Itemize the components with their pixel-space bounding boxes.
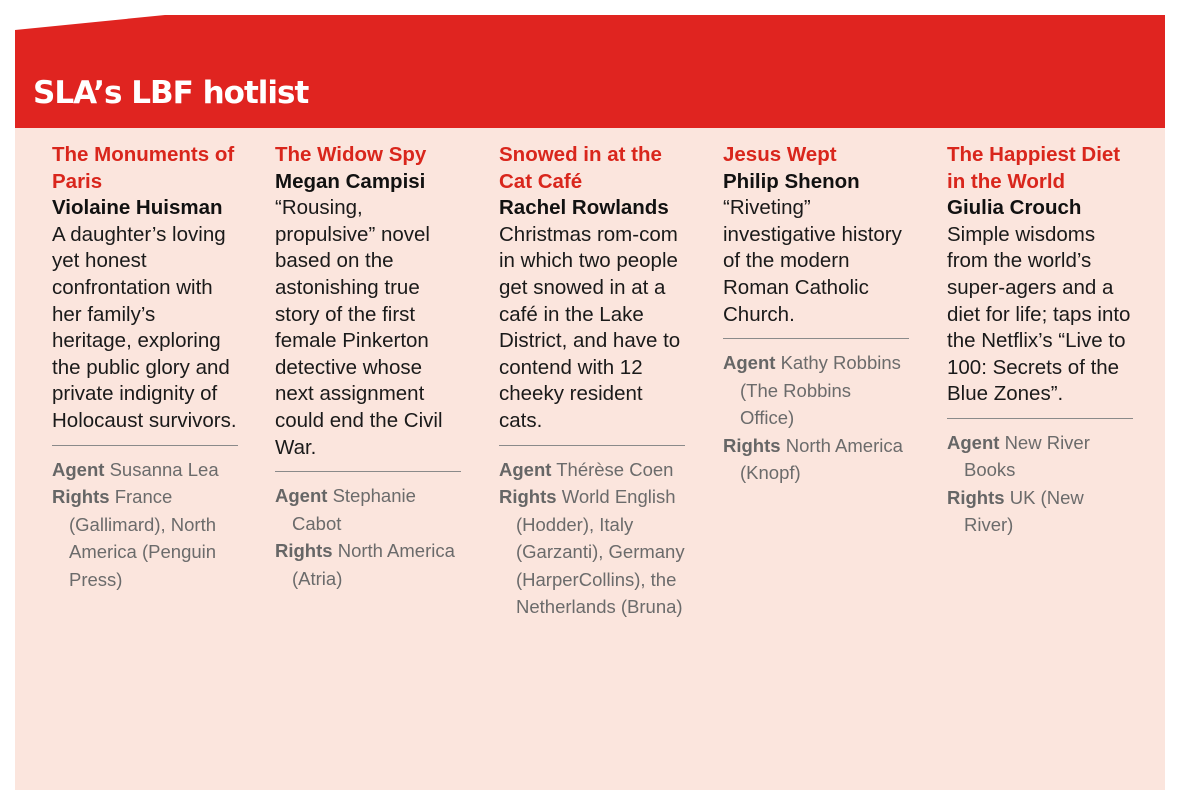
content-panel	[15, 128, 1165, 790]
rights-label: Rights	[723, 434, 781, 456]
book-title: The Monuments of Paris	[52, 143, 235, 193]
rights-line: Rights North America (Atria)	[275, 537, 461, 592]
rights-detail: France (Gallimard), North America (Pengu…	[69, 486, 217, 590]
rights-label: Rights	[52, 486, 110, 508]
rights-label: Rights	[499, 486, 557, 508]
book-author: Rachel Rowlands	[499, 196, 669, 220]
book-meta: Agent Stephanie Cabot Rights North Americ…	[275, 471, 461, 592]
header-banner	[15, 15, 1165, 128]
book-description: “Rousing, propulsive” novel based on the…	[275, 196, 443, 459]
rights-label: Rights	[275, 540, 333, 562]
book-title: Snowed in at the Cat Café	[499, 143, 662, 193]
book-column: Snowed in at the Cat Café Rachel Rowlands…	[499, 142, 685, 621]
book-meta: Agent Kathy Robbins (The Robbins Office)…	[723, 338, 909, 487]
book-column: The Happiest Diet in the World Giulia Cro…	[947, 142, 1133, 539]
book-description: Simple wisdoms from the world’s super-ag…	[947, 222, 1131, 406]
rights-line: Rights North America (Knopf)	[723, 432, 909, 487]
book-entry: Snowed in at the Cat Café Rachel Rowlands…	[499, 142, 685, 435]
book-description: “Riveting” investigative history of the …	[723, 196, 902, 326]
header-title: SLA’s LBF hotlist	[33, 75, 309, 111]
rights-line: Rights UK (New River)	[947, 484, 1133, 539]
rights-detail: UK (New River)	[964, 486, 1084, 536]
book-description: A daughter’s loving yet honest confronta…	[52, 222, 237, 432]
agent-line: Agent Thérèse Coen	[499, 456, 685, 484]
agent-line: Agent Kathy Robbins (The Robbins Office)	[723, 349, 909, 432]
agent-label: Agent	[499, 458, 552, 480]
book-entry: The Happiest Diet in the World Giulia Cro…	[947, 142, 1133, 408]
agent-name: Stephanie Cabot	[292, 485, 416, 534]
agent-label: Agent	[947, 431, 1000, 453]
agent-line: Agent Susanna Lea	[52, 456, 238, 484]
agent-name: New River Books	[964, 431, 1090, 481]
agent-label: Agent	[52, 458, 105, 480]
book-author: Megan Campisi	[275, 169, 426, 193]
book-column: The Widow Spy Megan Campisi “Rousing, prop…	[275, 142, 461, 592]
book-entry: The Monuments of Paris Violaine Huisman A …	[52, 142, 238, 435]
rights-line: Rights France (Gallimard), North America…	[52, 483, 238, 593]
book-title: Jesus Wept	[723, 143, 837, 166]
book-column: Jesus Wept Philip Shenon “Riveting” invest…	[723, 142, 909, 487]
rights-detail: North America (Atria)	[292, 540, 455, 589]
agent-name: Thérèse Coen	[556, 458, 674, 480]
rights-detail: North America (Knopf)	[740, 434, 903, 484]
book-meta: Agent Susanna Lea Rights France (Gallimar…	[52, 444, 238, 594]
book-column: The Monuments of Paris Violaine Huisman A …	[52, 142, 238, 593]
book-meta: Agent Thérèse Coen Rights World English (…	[499, 444, 685, 621]
book-author: Philip Shenon	[723, 169, 860, 193]
rights-label: Rights	[947, 486, 1005, 508]
agent-name: Susanna Lea	[109, 458, 219, 480]
rights-line: Rights World English (Hodder), Italy (Ga…	[499, 483, 685, 621]
agent-line: Agent New River Books	[947, 429, 1133, 484]
book-meta: Agent New River Books Rights UK (New Rive…	[947, 417, 1133, 539]
book-title: The Happiest Diet in the World	[947, 143, 1121, 193]
book-description: Christmas rom-com in which two people ge…	[499, 222, 681, 432]
agent-line: Agent Stephanie Cabot	[275, 482, 461, 537]
agent-name: Kathy Robbins (The Robbins Office)	[740, 352, 901, 429]
book-author: Violaine Huisman	[52, 196, 223, 220]
book-title: The Widow Spy	[275, 143, 427, 166]
rights-detail: World English (Hodder), Italy (Garzanti)…	[516, 486, 685, 618]
agent-label: Agent	[275, 485, 328, 507]
book-entry: Jesus Wept Philip Shenon “Riveting” invest…	[723, 142, 909, 328]
banner-shape	[15, 15, 1165, 128]
book-entry: The Widow Spy Megan Campisi “Rousing, prop…	[275, 142, 461, 461]
agent-label: Agent	[723, 352, 776, 374]
book-author: Giulia Crouch	[947, 196, 1082, 220]
